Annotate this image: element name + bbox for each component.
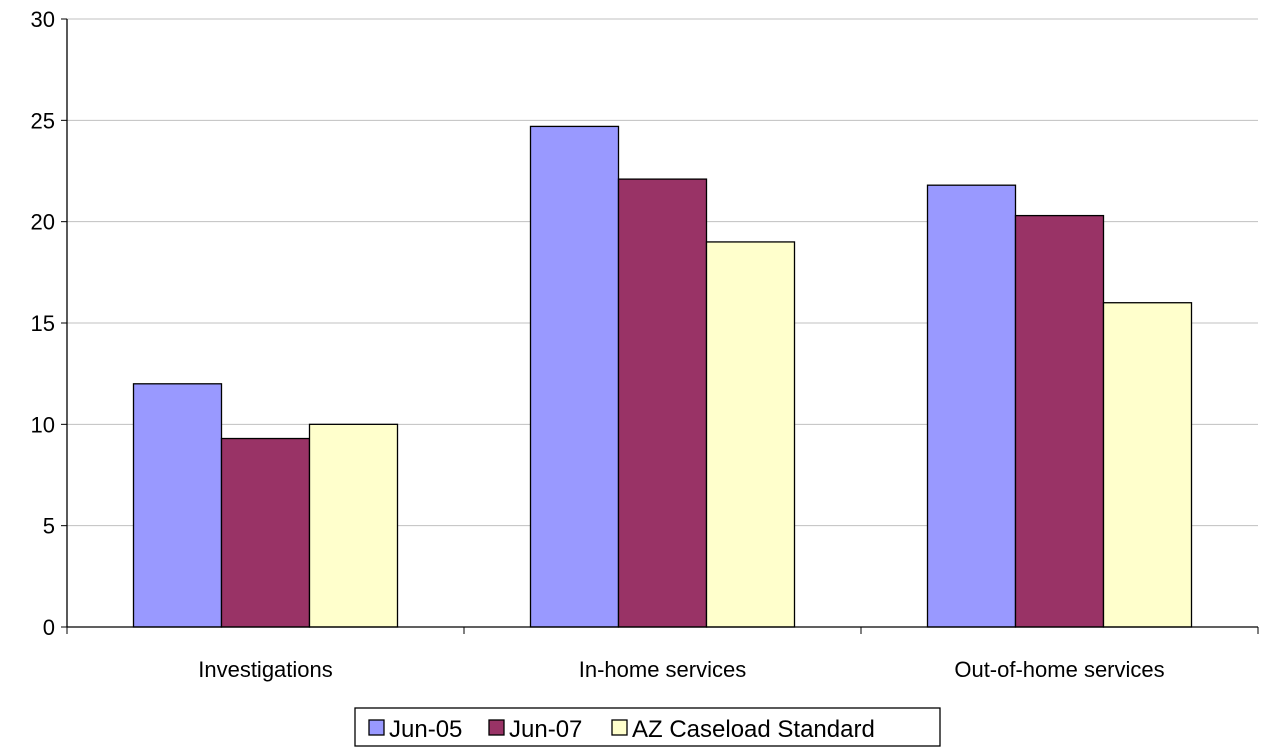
legend-label: AZ Caseload Standard — [632, 716, 875, 743]
legend-swatch — [611, 719, 628, 736]
bar-jun-05-0 — [132, 383, 223, 628]
bar-jun-05-1 — [529, 125, 620, 628]
legend: Jun-05 Jun-07 AZ Caseload Standard — [354, 707, 941, 747]
x-category-label: In-home services — [579, 657, 747, 682]
y-tick-label: 15 — [31, 311, 55, 336]
bars — [132, 125, 1193, 628]
legend-box — [354, 707, 941, 747]
bar-az-caseload-standard-0 — [308, 423, 399, 628]
y-tick-label: 25 — [31, 108, 55, 133]
legend-swatch — [488, 719, 505, 736]
x-category-label: Out-of-home services — [954, 657, 1164, 682]
legend-swatch — [368, 719, 385, 736]
x-axis-labels: Investigations In-home services Out-of-hom… — [66, 627, 1259, 682]
bar-az-caseload-standard-1 — [705, 241, 796, 628]
x-category-label: Investigations — [198, 657, 333, 682]
y-tick-label: 20 — [31, 210, 55, 235]
y-tick-label: 5 — [43, 514, 55, 539]
bar-jun-07-0 — [220, 437, 311, 628]
y-tick-label: 10 — [31, 412, 55, 437]
bar-jun-07-2 — [1014, 214, 1105, 628]
legend-label: Jun-05 — [389, 716, 462, 743]
bar-jun-05-2 — [926, 184, 1017, 628]
y-tick-label: 0 — [43, 615, 55, 640]
bar-az-caseload-standard-2 — [1102, 302, 1193, 628]
legend-label: Jun-07 — [509, 716, 582, 743]
y-tick-label: 30 — [31, 7, 55, 32]
y-axis-ticks: 0 5 10 15 20 25 30 — [31, 7, 67, 640]
bar-jun-07-1 — [617, 178, 708, 628]
